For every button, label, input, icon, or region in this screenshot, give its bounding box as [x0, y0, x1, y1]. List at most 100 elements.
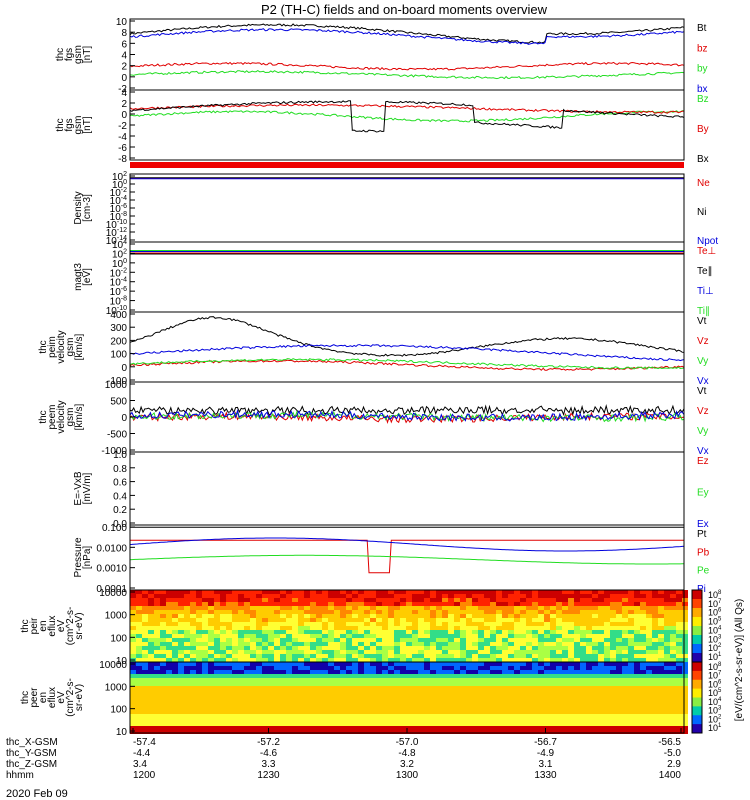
spectrogram-cell [190, 722, 196, 726]
spectrogram-cell [616, 634, 622, 638]
spectrogram-cell [454, 594, 460, 598]
spectrogram-cell [682, 602, 688, 606]
spectrogram-cell [412, 686, 418, 690]
tick-label: 108 [708, 590, 722, 600]
spectrogram-cell [184, 602, 190, 606]
xaxis-row-label: thc_Z-GSM [6, 759, 57, 770]
spectrogram-cell [154, 682, 160, 686]
spectrogram-cell [568, 638, 574, 642]
spectrogram-cell [640, 606, 646, 610]
spectrogram-cell [316, 662, 322, 666]
colorbar-segment [692, 706, 702, 716]
spectrogram-cell [340, 698, 346, 702]
spectrogram-cell [604, 590, 610, 594]
spectrogram-cell [454, 610, 460, 614]
spectrogram-cell [166, 686, 172, 690]
spectrogram-cell [274, 642, 280, 646]
spectrogram-cell [550, 590, 556, 594]
spectrogram-cell [610, 590, 616, 594]
spectrogram-cell [142, 678, 148, 682]
spectrogram-cell [238, 594, 244, 598]
spectrogram-cell [232, 634, 238, 638]
spectrogram-cell [364, 606, 370, 610]
spectrogram-cell [658, 654, 664, 658]
spectrogram-cell [550, 646, 556, 650]
spectrogram-cell [472, 634, 478, 638]
spectrogram-cell [568, 690, 574, 694]
spectrogram-cell [676, 722, 682, 726]
spectrogram-cell [220, 730, 226, 734]
tick-label: 500 [110, 397, 127, 408]
spectrogram-cell [160, 674, 166, 678]
spectrogram-cell [190, 658, 196, 662]
spectrogram-cell [478, 610, 484, 614]
spectrogram-cell [352, 658, 358, 662]
spectrogram-cell [658, 622, 664, 626]
spectrogram-cell [610, 706, 616, 710]
spectrogram-cell [610, 730, 616, 734]
spectrogram-cell [670, 618, 676, 622]
spectrogram-cell [376, 610, 382, 614]
spectrogram-cell [424, 654, 430, 658]
spectrogram-cell [430, 670, 436, 674]
spectrogram-cell [670, 718, 676, 722]
spectrogram-cell [412, 614, 418, 618]
spectrogram-cell [388, 598, 394, 602]
legend-Te∥: Te∥ [697, 266, 713, 277]
spectrogram-cell [616, 642, 622, 646]
spectrogram-cell [604, 718, 610, 722]
spectrogram-cell [298, 646, 304, 650]
spectrogram-cell [274, 670, 280, 674]
spectrogram-cell [274, 626, 280, 630]
spectrogram-cell [376, 658, 382, 662]
spectrogram-cell [562, 686, 568, 690]
spectrogram-cell [298, 730, 304, 734]
spectrogram-cell [628, 618, 634, 622]
spectrogram-cell [442, 594, 448, 598]
spectrogram-cell [394, 610, 400, 614]
spectrogram-cell [394, 622, 400, 626]
spectrogram-cell [658, 590, 664, 594]
spectrogram-cell [658, 610, 664, 614]
spectrogram-cell [610, 718, 616, 722]
spectrogram-cell [226, 646, 232, 650]
spectrogram-cell [652, 666, 658, 670]
spectrogram-cell [424, 630, 430, 634]
spectrogram-cell [142, 710, 148, 714]
spectrogram-cell [184, 642, 190, 646]
spectrogram-cell [484, 614, 490, 618]
spectrogram-cell [400, 718, 406, 722]
spectrogram-cell [628, 634, 634, 638]
spectrogram-cell [484, 594, 490, 598]
spectrogram-cell [310, 710, 316, 714]
spectrogram-cell [154, 714, 160, 718]
spectrogram-cell [388, 654, 394, 658]
spectrogram-cell [598, 602, 604, 606]
tick-label: 104 [112, 239, 127, 251]
spectrogram-cell [496, 706, 502, 710]
spectrogram-cell [586, 622, 592, 626]
spectrogram-cell [598, 722, 604, 726]
colorbar-segment [692, 626, 702, 636]
legend-Te⊥: Te⊥ [697, 246, 716, 257]
spectrogram-cell [490, 650, 496, 654]
spectrogram-cell [550, 654, 556, 658]
spectrogram-cell [298, 662, 304, 666]
spectrogram-cell [592, 618, 598, 622]
spectrogram-cell [472, 706, 478, 710]
spectrogram-cell [154, 638, 160, 642]
spectrogram-cell [268, 714, 274, 718]
spectrogram-cell [466, 666, 472, 670]
spectrogram-cell [544, 730, 550, 734]
spectrogram-cell [346, 726, 352, 730]
series-line-bz [129, 61, 685, 71]
xaxis-value: 2.9 [667, 759, 681, 770]
spectrogram-cell [424, 730, 430, 734]
spectrogram-cell [592, 626, 598, 630]
spectrogram-cell [226, 590, 232, 594]
spectrogram-cell [442, 650, 448, 654]
spectrogram-cell [154, 622, 160, 626]
spectrogram-cell [388, 714, 394, 718]
spectrogram-cell [550, 726, 556, 730]
spectrogram-cell [442, 634, 448, 638]
